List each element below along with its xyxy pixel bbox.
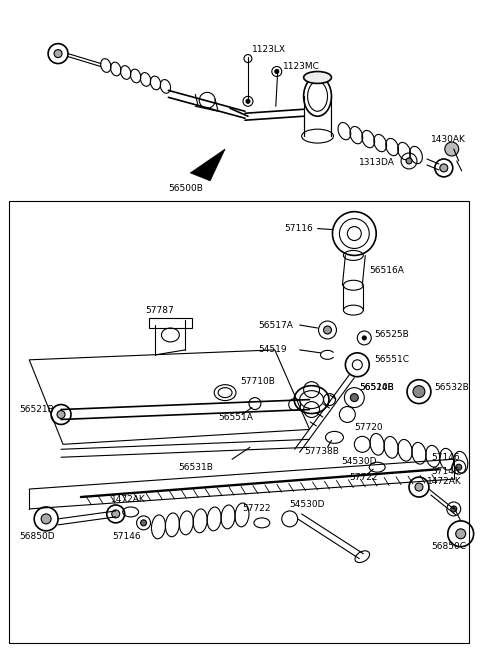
Text: 57146: 57146 [431,453,459,462]
Text: 56521B: 56521B [19,405,54,414]
Circle shape [41,514,51,524]
Circle shape [456,529,466,539]
Text: 1430AK: 1430AK [431,134,466,144]
Circle shape [275,70,279,73]
Text: 56532B: 56532B [434,383,468,392]
Text: 54519: 54519 [258,345,287,354]
Text: 56531B: 56531B [179,462,213,472]
Text: 56525B: 56525B [374,331,409,339]
Text: 56517A: 56517A [258,321,293,329]
Text: 56850C: 56850C [431,543,466,551]
Circle shape [440,164,448,172]
Text: 57116: 57116 [285,224,313,233]
Text: 1313DA: 1313DA [360,159,395,167]
Text: 54530D: 54530D [341,457,377,466]
Text: 57146: 57146 [431,466,459,476]
Circle shape [406,158,412,164]
Circle shape [456,464,462,470]
Bar [148,318,192,328]
Text: 1123LX: 1123LX [252,45,286,54]
Circle shape [57,411,65,419]
Circle shape [415,483,423,491]
Text: 56524B: 56524B [360,383,394,392]
Circle shape [445,142,459,156]
Circle shape [362,336,366,340]
Text: 56500B: 56500B [168,184,204,194]
Text: 54530D: 54530D [290,501,325,510]
Text: 56510B: 56510B [360,383,394,392]
Text: 1472AK: 1472AK [111,495,145,504]
Circle shape [112,510,120,518]
Text: 56516A: 56516A [369,266,404,275]
Text: 56551C: 56551C [374,356,409,364]
Circle shape [451,506,457,512]
Text: 1472AK: 1472AK [427,477,462,485]
Text: 57787: 57787 [145,306,174,315]
Text: 57738B: 57738B [305,447,339,456]
Text: 56850D: 56850D [19,532,55,541]
Text: 57146: 57146 [113,532,142,541]
Ellipse shape [304,72,332,83]
Polygon shape [190,149,225,181]
Circle shape [141,520,146,526]
Text: 57722: 57722 [242,504,271,514]
Text: 57710B: 57710B [240,377,275,386]
Circle shape [324,326,332,334]
Circle shape [413,386,425,398]
Text: 57722: 57722 [349,472,378,482]
Text: 1123MC: 1123MC [283,62,320,71]
Text: 56551A: 56551A [218,413,253,422]
Circle shape [350,394,358,401]
Circle shape [54,50,62,58]
Text: 57720: 57720 [354,423,383,432]
Circle shape [246,99,250,103]
Bar [9,201,468,643]
